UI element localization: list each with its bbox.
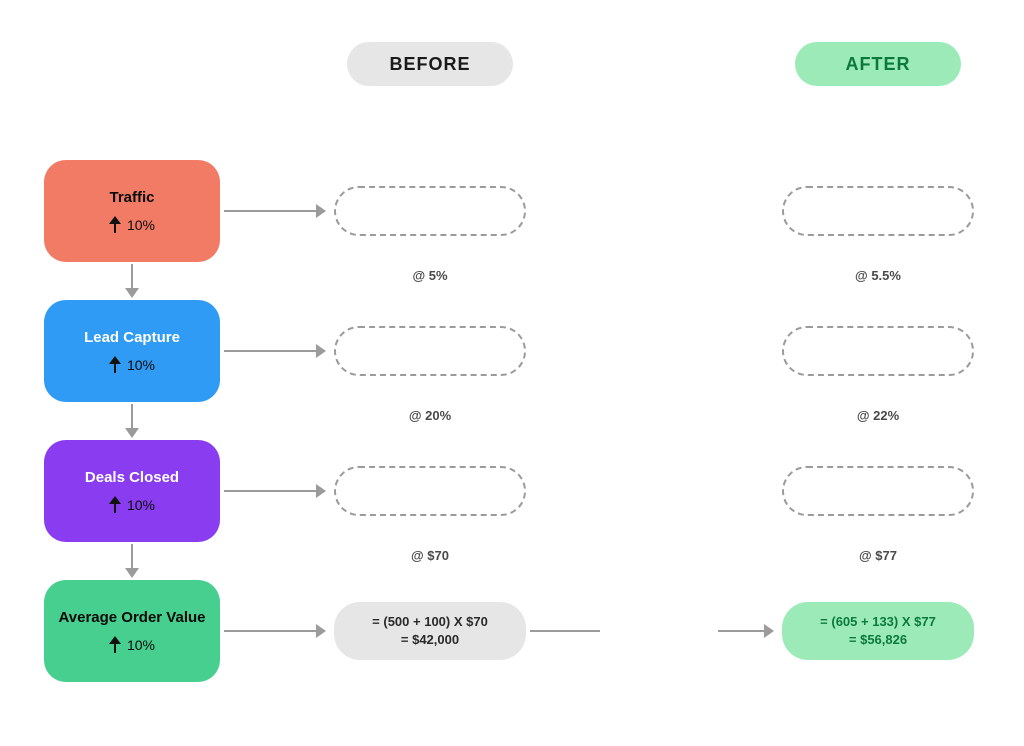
arrow-down-icon	[125, 544, 139, 578]
stage-traffic-title: Traffic	[109, 189, 154, 206]
arrow-right-icon	[224, 342, 326, 360]
before-deals-slot	[334, 466, 526, 516]
stage-lead: Lead Capture 10%	[44, 300, 220, 402]
after-traffic-slot	[782, 186, 974, 236]
after-result: = (605 + 133) X $77 = $56,826	[782, 602, 974, 660]
stage-deals-delta: 10%	[109, 496, 155, 514]
arrow-right-icon	[224, 202, 326, 220]
arrow-right-icon	[224, 622, 326, 640]
before-rate-2: @ 20%	[334, 408, 526, 423]
header-before-pill: BEFORE	[347, 42, 513, 86]
before-result-line2: = $42,000	[401, 631, 459, 649]
before-traffic-slot	[334, 186, 526, 236]
stage-deals: Deals Closed 10%	[44, 440, 220, 542]
arrow-down-icon	[125, 404, 139, 438]
stage-lead-delta-value: 10%	[127, 357, 155, 373]
after-result-line1: = (605 + 133) X $77	[820, 613, 936, 631]
stage-aov-delta: 10%	[109, 636, 155, 654]
after-rate-3: @ $77	[782, 548, 974, 563]
stage-lead-delta: 10%	[109, 356, 155, 374]
stage-traffic: Traffic 10%	[44, 160, 220, 262]
stage-traffic-delta-value: 10%	[127, 217, 155, 233]
header-after-label: AFTER	[846, 54, 911, 75]
arrow-up-icon	[109, 216, 121, 234]
before-rate-3: @ $70	[334, 548, 526, 563]
after-result-line2: = $56,826	[849, 631, 907, 649]
stage-aov-title: Average Order Value	[58, 609, 205, 626]
before-result: = (500 + 100) X $70 = $42,000	[334, 602, 526, 660]
after-rate-1: @ 5.5%	[782, 268, 974, 283]
stage-lead-title: Lead Capture	[84, 329, 180, 346]
stage-traffic-delta: 10%	[109, 216, 155, 234]
after-lead-slot	[782, 326, 974, 376]
arrow-down-icon	[125, 264, 139, 298]
stage-deals-delta-value: 10%	[127, 497, 155, 513]
arrow-right-icon	[224, 482, 326, 500]
after-rate-2: @ 22%	[782, 408, 974, 423]
arrow-up-icon	[109, 496, 121, 514]
before-rate-1: @ 5%	[334, 268, 526, 283]
arrow-up-icon	[109, 356, 121, 374]
after-deals-slot	[782, 466, 974, 516]
stage-aov: Average Order Value 10%	[44, 580, 220, 682]
header-before-label: BEFORE	[389, 54, 470, 75]
stage-deals-title: Deals Closed	[85, 469, 179, 486]
stage-aov-delta-value: 10%	[127, 637, 155, 653]
before-result-line1: = (500 + 100) X $70	[372, 613, 488, 631]
before-lead-slot	[334, 326, 526, 376]
arrow-right-icon	[530, 622, 602, 640]
arrow-up-icon	[109, 636, 121, 654]
header-after-pill: AFTER	[795, 42, 961, 86]
arrow-right-icon	[718, 622, 776, 640]
